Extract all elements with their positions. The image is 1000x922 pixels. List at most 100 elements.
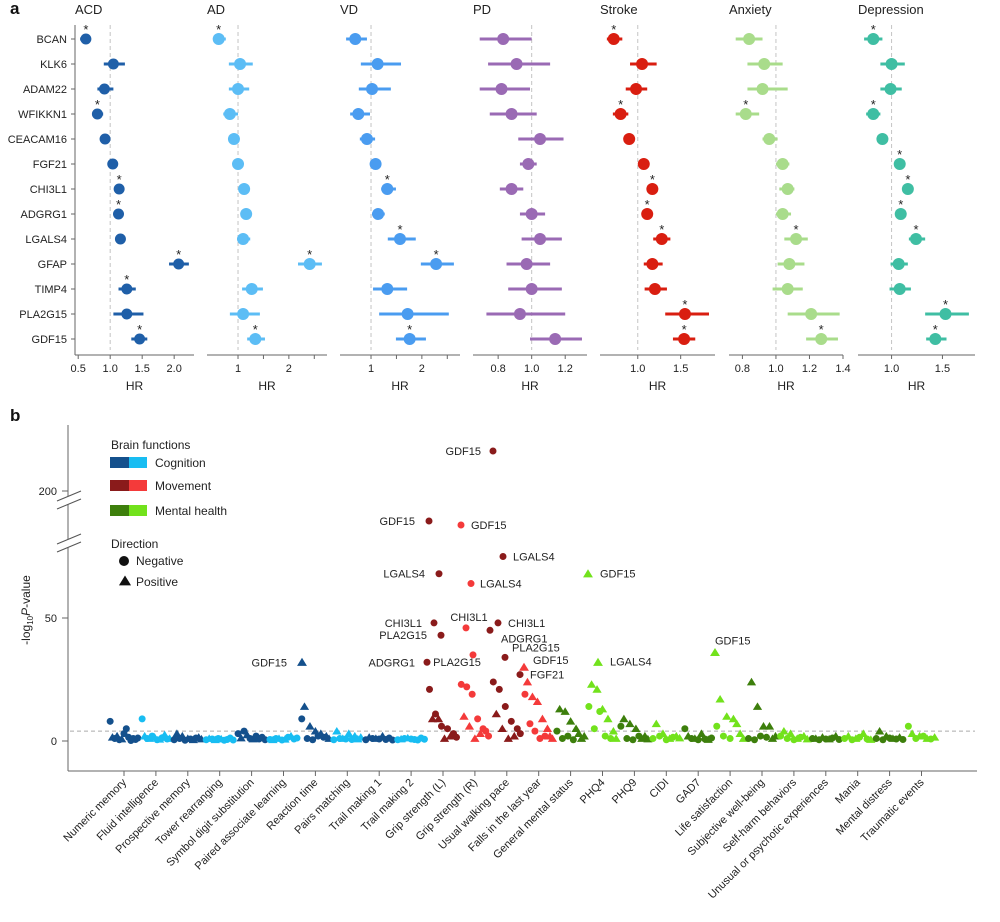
negative-association-point — [694, 736, 702, 744]
positive-association-point — [236, 733, 246, 742]
significance-marker: * — [682, 322, 687, 337]
positive-association-point — [445, 731, 456, 740]
positive-association-point — [433, 714, 444, 723]
protein-label: ADAM22 — [23, 84, 67, 96]
x-tick-label: 0.8 — [735, 363, 750, 375]
protein-label: BCAN — [36, 34, 67, 46]
positive-association-point — [746, 677, 757, 686]
positive-association-point — [579, 731, 589, 740]
labeled-negative-point — [430, 619, 438, 627]
hr-point — [815, 333, 828, 345]
protein-point-label: FGF21 — [530, 670, 564, 682]
negative-association-point — [293, 734, 301, 742]
hr-point — [614, 108, 627, 120]
hr-point — [655, 233, 668, 245]
negative-association-point — [708, 734, 716, 742]
labeled-negative-point — [437, 631, 445, 639]
hr-point — [121, 308, 133, 320]
negative-association-point — [521, 690, 529, 698]
protein-point-label: PLA2G15 — [379, 630, 427, 642]
y-title-suffix: -value — [19, 575, 33, 608]
protein-label: WFIKKN1 — [18, 109, 67, 121]
protein-label: FGF21 — [33, 159, 67, 171]
category-label: Mental distress — [834, 776, 895, 837]
hr-point — [505, 183, 518, 195]
significance-marker: * — [117, 172, 122, 187]
panel-a-forest-plots: ACD 0.5 1.0 1.5 2.0 HR BCAN KLK6 ADAM22 WFIKKN1 CE… — [8, 2, 975, 393]
legend-group-label: Cognition — [155, 456, 206, 470]
significance-marker: * — [943, 297, 948, 312]
positive-association-point — [248, 734, 258, 743]
category-label: GAD7 — [674, 777, 704, 807]
legend-group-label: Mental health — [155, 504, 227, 518]
panel-title: AD — [207, 2, 225, 17]
hr-point — [381, 183, 394, 195]
x-tick-label: 0.8 — [490, 363, 505, 375]
protein-label: TIMP4 — [35, 284, 67, 296]
negative-association-point — [229, 736, 237, 744]
protein-label: PLA2G15 — [19, 309, 67, 321]
category-label: Pairs matching — [292, 777, 352, 837]
hr-point — [525, 283, 538, 295]
hr-point — [776, 208, 789, 220]
x-axis-label: HR — [521, 379, 539, 393]
negative-association-point — [617, 722, 625, 730]
hr-point — [107, 158, 119, 170]
negative-association-point — [835, 736, 843, 744]
protein-point-label: GDF15 — [600, 569, 635, 581]
significance-marker: * — [871, 22, 876, 37]
significance-marker: * — [397, 222, 402, 237]
hr-point — [401, 308, 414, 320]
hr-point — [641, 208, 654, 220]
hr-point — [892, 258, 905, 270]
significance-marker: * — [897, 147, 902, 162]
hr-point — [372, 208, 385, 220]
protein-label: KLK6 — [40, 59, 67, 71]
positive-association-point — [858, 729, 868, 737]
forest-panel-ad: AD 1 2 HR * * * — [207, 2, 327, 393]
hr-point — [867, 33, 880, 45]
hr-point — [739, 108, 752, 120]
negative-association-point — [342, 735, 350, 743]
significance-marker: * — [434, 247, 439, 262]
negative-association-point — [904, 722, 912, 730]
positive-association-point — [715, 694, 725, 703]
protein-label: ADGRG1 — [21, 209, 67, 221]
negative-association-point — [507, 717, 515, 725]
negative-association-point — [872, 735, 880, 743]
positive-association-point — [470, 734, 480, 742]
negative-association-point — [601, 732, 609, 740]
positive-association-point — [497, 724, 507, 733]
x-tick-label: 1.2 — [802, 363, 817, 375]
positive-association-point — [427, 714, 438, 723]
significance-marker: * — [659, 222, 664, 237]
axis-break-gap — [60, 496, 76, 504]
positive-association-point — [305, 722, 315, 730]
positive-association-point — [735, 729, 745, 737]
legend-title-brain-functions: Brain functions — [111, 438, 190, 452]
hr-point — [366, 83, 379, 95]
legend-direction-label: Positive — [136, 575, 178, 589]
positive-association-point — [522, 677, 533, 686]
hr-point — [756, 83, 769, 95]
x-tick-label: 1.5 — [935, 363, 950, 375]
positive-association-point — [537, 714, 548, 723]
protein-point-label: GDF15 — [715, 635, 750, 647]
hr-point — [113, 208, 125, 220]
negative-association-point — [444, 725, 451, 733]
hr-point — [939, 308, 952, 320]
positive-association-point — [722, 712, 732, 720]
hr-point — [909, 233, 922, 245]
labeled-negative-point — [499, 553, 507, 560]
hr-point — [630, 83, 643, 95]
significance-marker: * — [871, 97, 876, 112]
hr-point — [227, 133, 240, 145]
negative-association-point — [590, 725, 598, 733]
category-label: PHQ9 — [610, 777, 640, 807]
positive-association-point — [930, 733, 940, 741]
hr-point — [534, 133, 547, 145]
significance-marker: * — [898, 197, 903, 212]
labeled-negative-point — [489, 447, 497, 455]
legend-swatch-dark — [110, 505, 129, 516]
positive-association-point — [866, 735, 876, 743]
